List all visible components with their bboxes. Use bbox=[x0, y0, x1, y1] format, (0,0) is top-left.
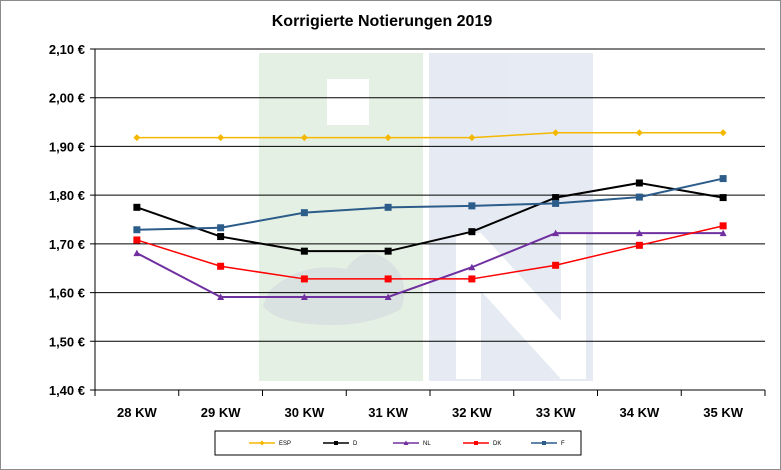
data-point-nl bbox=[133, 249, 141, 257]
y-tick-label: 1,40 € bbox=[49, 383, 85, 398]
legend-marker-nl bbox=[403, 440, 409, 445]
data-point-d bbox=[552, 194, 560, 202]
legend: ESP D NL DK F bbox=[249, 440, 565, 447]
data-point-esp bbox=[133, 134, 141, 142]
y-tick-label: 1,60 € bbox=[49, 286, 85, 301]
x-tick-label: 28 KW bbox=[117, 405, 157, 420]
x-tick-label: 29 KW bbox=[201, 405, 241, 420]
data-point-nl bbox=[384, 293, 392, 300]
data-point-esp bbox=[719, 129, 727, 137]
y-tick-label: 1,80 € bbox=[49, 188, 85, 203]
legend-marker-esp bbox=[259, 440, 265, 446]
chart-title: Korrigierte Notierungen 2019 bbox=[272, 13, 493, 30]
data-point-f bbox=[552, 199, 560, 207]
legend-label-nl: NL bbox=[423, 441, 431, 447]
series-line-esp bbox=[136, 132, 724, 139]
data-point-dk bbox=[384, 275, 392, 283]
data-point-f bbox=[384, 203, 392, 211]
series-line-f bbox=[136, 177, 724, 231]
series-nl bbox=[133, 229, 727, 300]
series-d bbox=[133, 179, 727, 255]
data-point-esp bbox=[300, 134, 308, 142]
data-point-dk bbox=[300, 275, 308, 283]
legend-marker-d bbox=[334, 441, 338, 445]
legend-marker-f bbox=[542, 441, 546, 445]
x-axis-ticks: 28 KW 29 KW 30 KW 31 KW 32 KW 33 KW 34 KW 35 KW bbox=[94, 390, 766, 420]
data-point-dk bbox=[552, 261, 560, 269]
data-point-nl bbox=[719, 229, 727, 237]
data-point-dk bbox=[635, 241, 643, 249]
data-point-esp bbox=[635, 129, 643, 137]
data-point-nl bbox=[300, 293, 308, 300]
data-point-f bbox=[719, 175, 727, 183]
data-point-f bbox=[468, 202, 476, 210]
data-point-dk bbox=[468, 275, 476, 283]
watermark-logo bbox=[259, 53, 593, 381]
x-tick-label: 35 KW bbox=[703, 405, 743, 420]
legend-label-dk: DK bbox=[493, 441, 501, 447]
y-tick-label: 1,50 € bbox=[49, 334, 85, 349]
series-line-dk bbox=[136, 225, 724, 280]
data-point-f bbox=[133, 226, 141, 234]
data-point-esp bbox=[217, 134, 225, 142]
series-esp bbox=[133, 129, 727, 142]
data-point-d bbox=[300, 247, 308, 255]
legend-label-f: F bbox=[561, 441, 565, 447]
data-point-nl bbox=[217, 293, 225, 300]
data-point-nl bbox=[552, 229, 560, 237]
y-tick-label: 2,10 € bbox=[49, 42, 85, 57]
legend-label-d: D bbox=[353, 441, 358, 447]
data-point-f bbox=[635, 193, 643, 201]
data-point-nl bbox=[635, 229, 643, 237]
data-point-esp bbox=[552, 129, 560, 137]
data-point-f bbox=[300, 209, 308, 217]
data-point-d bbox=[384, 247, 392, 255]
gridlines bbox=[90, 48, 765, 391]
data-point-d bbox=[719, 194, 727, 202]
y-tick-label: 2,00 € bbox=[49, 91, 85, 106]
series-line-d bbox=[136, 181, 724, 253]
x-tick-label: 30 KW bbox=[285, 405, 325, 420]
data-point-dk bbox=[719, 222, 727, 230]
data-point-f bbox=[217, 224, 225, 232]
x-tick-label: 34 KW bbox=[620, 405, 660, 420]
series-f bbox=[133, 175, 727, 234]
series-layer bbox=[133, 129, 727, 300]
data-point-dk bbox=[133, 236, 141, 244]
series-line-nl bbox=[136, 232, 724, 298]
data-point-d bbox=[468, 228, 476, 236]
data-point-d bbox=[133, 203, 141, 211]
data-point-d bbox=[635, 179, 643, 187]
y-axis-ticks: 1,40 € 1,50 € 1,60 € 1,70 € 1,80 € 1,90 € 2,00… bbox=[49, 42, 85, 398]
y-tick-label: 1,90 € bbox=[49, 139, 85, 154]
x-tick-label: 31 KW bbox=[368, 405, 408, 420]
x-tick-label: 32 KW bbox=[452, 405, 492, 420]
data-point-esp bbox=[384, 134, 392, 142]
data-point-d bbox=[217, 233, 225, 241]
data-point-dk bbox=[217, 262, 225, 270]
legend-marker-dk bbox=[474, 441, 478, 445]
y-tick-label: 1,70 € bbox=[49, 237, 85, 252]
data-point-esp bbox=[468, 134, 476, 142]
series-dk bbox=[133, 222, 727, 283]
legend-label-esp: ESP bbox=[279, 441, 291, 447]
x-tick-label: 33 KW bbox=[536, 405, 576, 420]
data-point-nl bbox=[468, 263, 476, 271]
